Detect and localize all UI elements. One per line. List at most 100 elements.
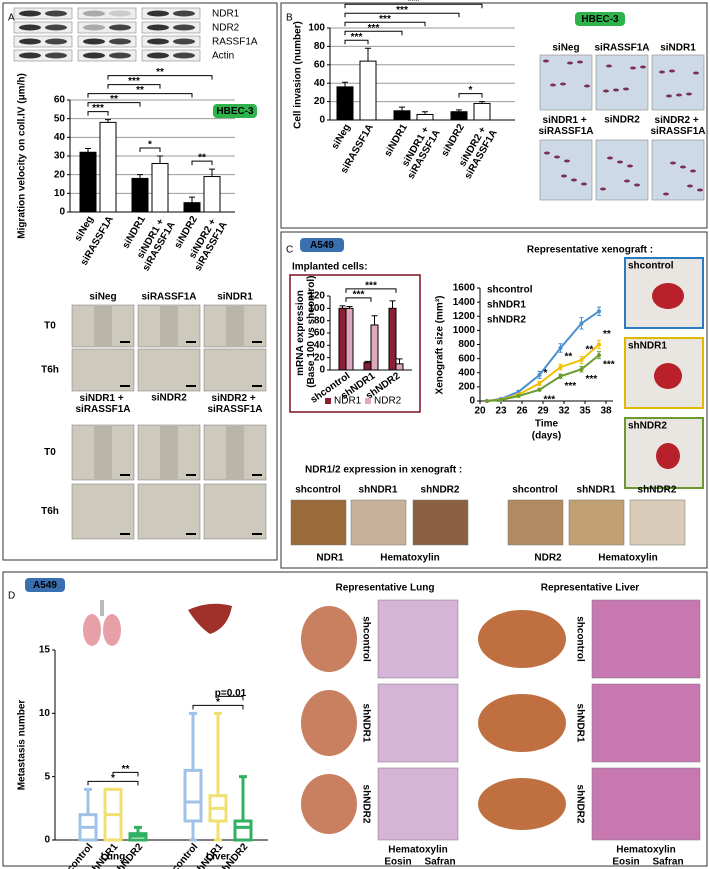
cell [567, 61, 573, 65]
point [537, 381, 542, 386]
cell [606, 64, 612, 68]
cell [690, 169, 696, 173]
error-bar [189, 196, 195, 203]
blot-strip [13, 21, 73, 34]
box [233, 819, 253, 842]
point [597, 353, 601, 358]
lung-icon [83, 600, 121, 646]
row-label: shNDR1 [574, 704, 585, 743]
x-tick-label: shcontrol [58, 841, 96, 869]
panel-a-frame [2, 2, 278, 561]
blot-label: NDR2 [212, 23, 240, 34]
scratch [160, 425, 178, 480]
error-bar [396, 358, 403, 364]
error-bar [399, 106, 405, 111]
badge-text: A549 [310, 240, 334, 251]
y-tick-label: 800 [458, 339, 475, 350]
error-bar [342, 81, 348, 87]
y-axis-label: Cell invasion (number) [293, 21, 304, 129]
significance-bracket [344, 12, 460, 18]
panel-c-frame [280, 231, 708, 569]
significance-label: *** [92, 103, 104, 114]
x-tick-label: 32 [558, 406, 570, 417]
stain-label: Hematoxylin [598, 553, 657, 564]
y-tick-label: 60 [314, 59, 326, 70]
tumor [656, 443, 680, 469]
liver-icon [188, 603, 232, 634]
y-axis-label: Xenograft size (mm³) [435, 296, 446, 395]
blot-label: RASSF1A [212, 37, 258, 48]
bar [363, 362, 372, 371]
y-tick-label: 20 [54, 169, 66, 180]
xenograft-label: shNDR2 [628, 421, 667, 432]
liver-photo [478, 694, 566, 752]
cell [623, 87, 629, 91]
cell [697, 188, 703, 192]
bar [183, 202, 201, 213]
point [516, 389, 521, 394]
blot-strip [77, 7, 137, 20]
y-tick-label: 10 [54, 188, 66, 199]
lung-photo [301, 774, 357, 834]
significance-label: *** [586, 374, 598, 385]
panel-label: C [286, 245, 293, 256]
blot-strip [13, 7, 73, 20]
cell [669, 69, 675, 73]
micrograph-header: siNDR1 [217, 292, 253, 303]
section-title: NDR1/2 expression in xenograft : [305, 465, 462, 476]
significance-label: *** [351, 32, 363, 43]
xenograft-label: shcontrol [628, 261, 674, 272]
micrograph [71, 348, 135, 392]
cell [666, 94, 672, 98]
point [579, 358, 584, 363]
micrograph-header: siRASSF1A [141, 292, 196, 303]
significance-label: * [111, 773, 115, 784]
blot-band [45, 10, 67, 17]
y-tick-label: 0 [319, 115, 325, 126]
error-bar [157, 155, 163, 164]
point [579, 367, 584, 372]
significance-bracket [345, 288, 397, 293]
bar [345, 307, 354, 371]
y-tick-label: 120 [308, 291, 325, 302]
bar [338, 307, 347, 371]
point [499, 397, 503, 402]
y-axis-label: Migration velocity on coll.IV (μm/h) [17, 73, 28, 239]
significance-bracket [344, 3, 483, 9]
micrograph [595, 54, 649, 111]
cell [581, 182, 587, 186]
x-tick-label: shcontrol [163, 841, 201, 869]
cell [659, 70, 665, 74]
micrograph [568, 499, 625, 546]
scratch [160, 305, 178, 347]
x-axis-label: (days) [532, 431, 561, 442]
y-tick-label: 60 [54, 95, 66, 106]
micrograph [137, 483, 201, 540]
stain-label: Hematoxylin [616, 845, 675, 856]
badge [300, 238, 344, 252]
badge [25, 578, 65, 592]
significance-label: *** [565, 381, 577, 392]
scratch [94, 305, 112, 347]
blot-band [83, 24, 105, 31]
y-tick-label: 60 [314, 328, 326, 339]
legend-label: shcontrol [487, 285, 533, 296]
error-bar [85, 148, 91, 153]
y-tick-label: 10 [39, 708, 51, 719]
micrograph-header: siNDR2 [151, 393, 187, 404]
y-tick-label: 1000 [453, 325, 476, 336]
blot-strip [77, 21, 137, 34]
scratch [226, 425, 244, 480]
scratch [94, 425, 112, 480]
significance-bracket [87, 93, 193, 98]
whisker [84, 787, 92, 815]
panel-label: B [286, 13, 293, 24]
liver-photo [478, 778, 566, 830]
y-tick-label: 1400 [453, 297, 476, 308]
y-tick-label: 30 [54, 151, 66, 162]
y-tick-label: 15 [39, 645, 51, 656]
blot-band [45, 24, 67, 31]
ihc-label: shcontrol [295, 485, 341, 496]
significance-label: *** [128, 76, 140, 87]
significance-bracket [191, 160, 213, 166]
